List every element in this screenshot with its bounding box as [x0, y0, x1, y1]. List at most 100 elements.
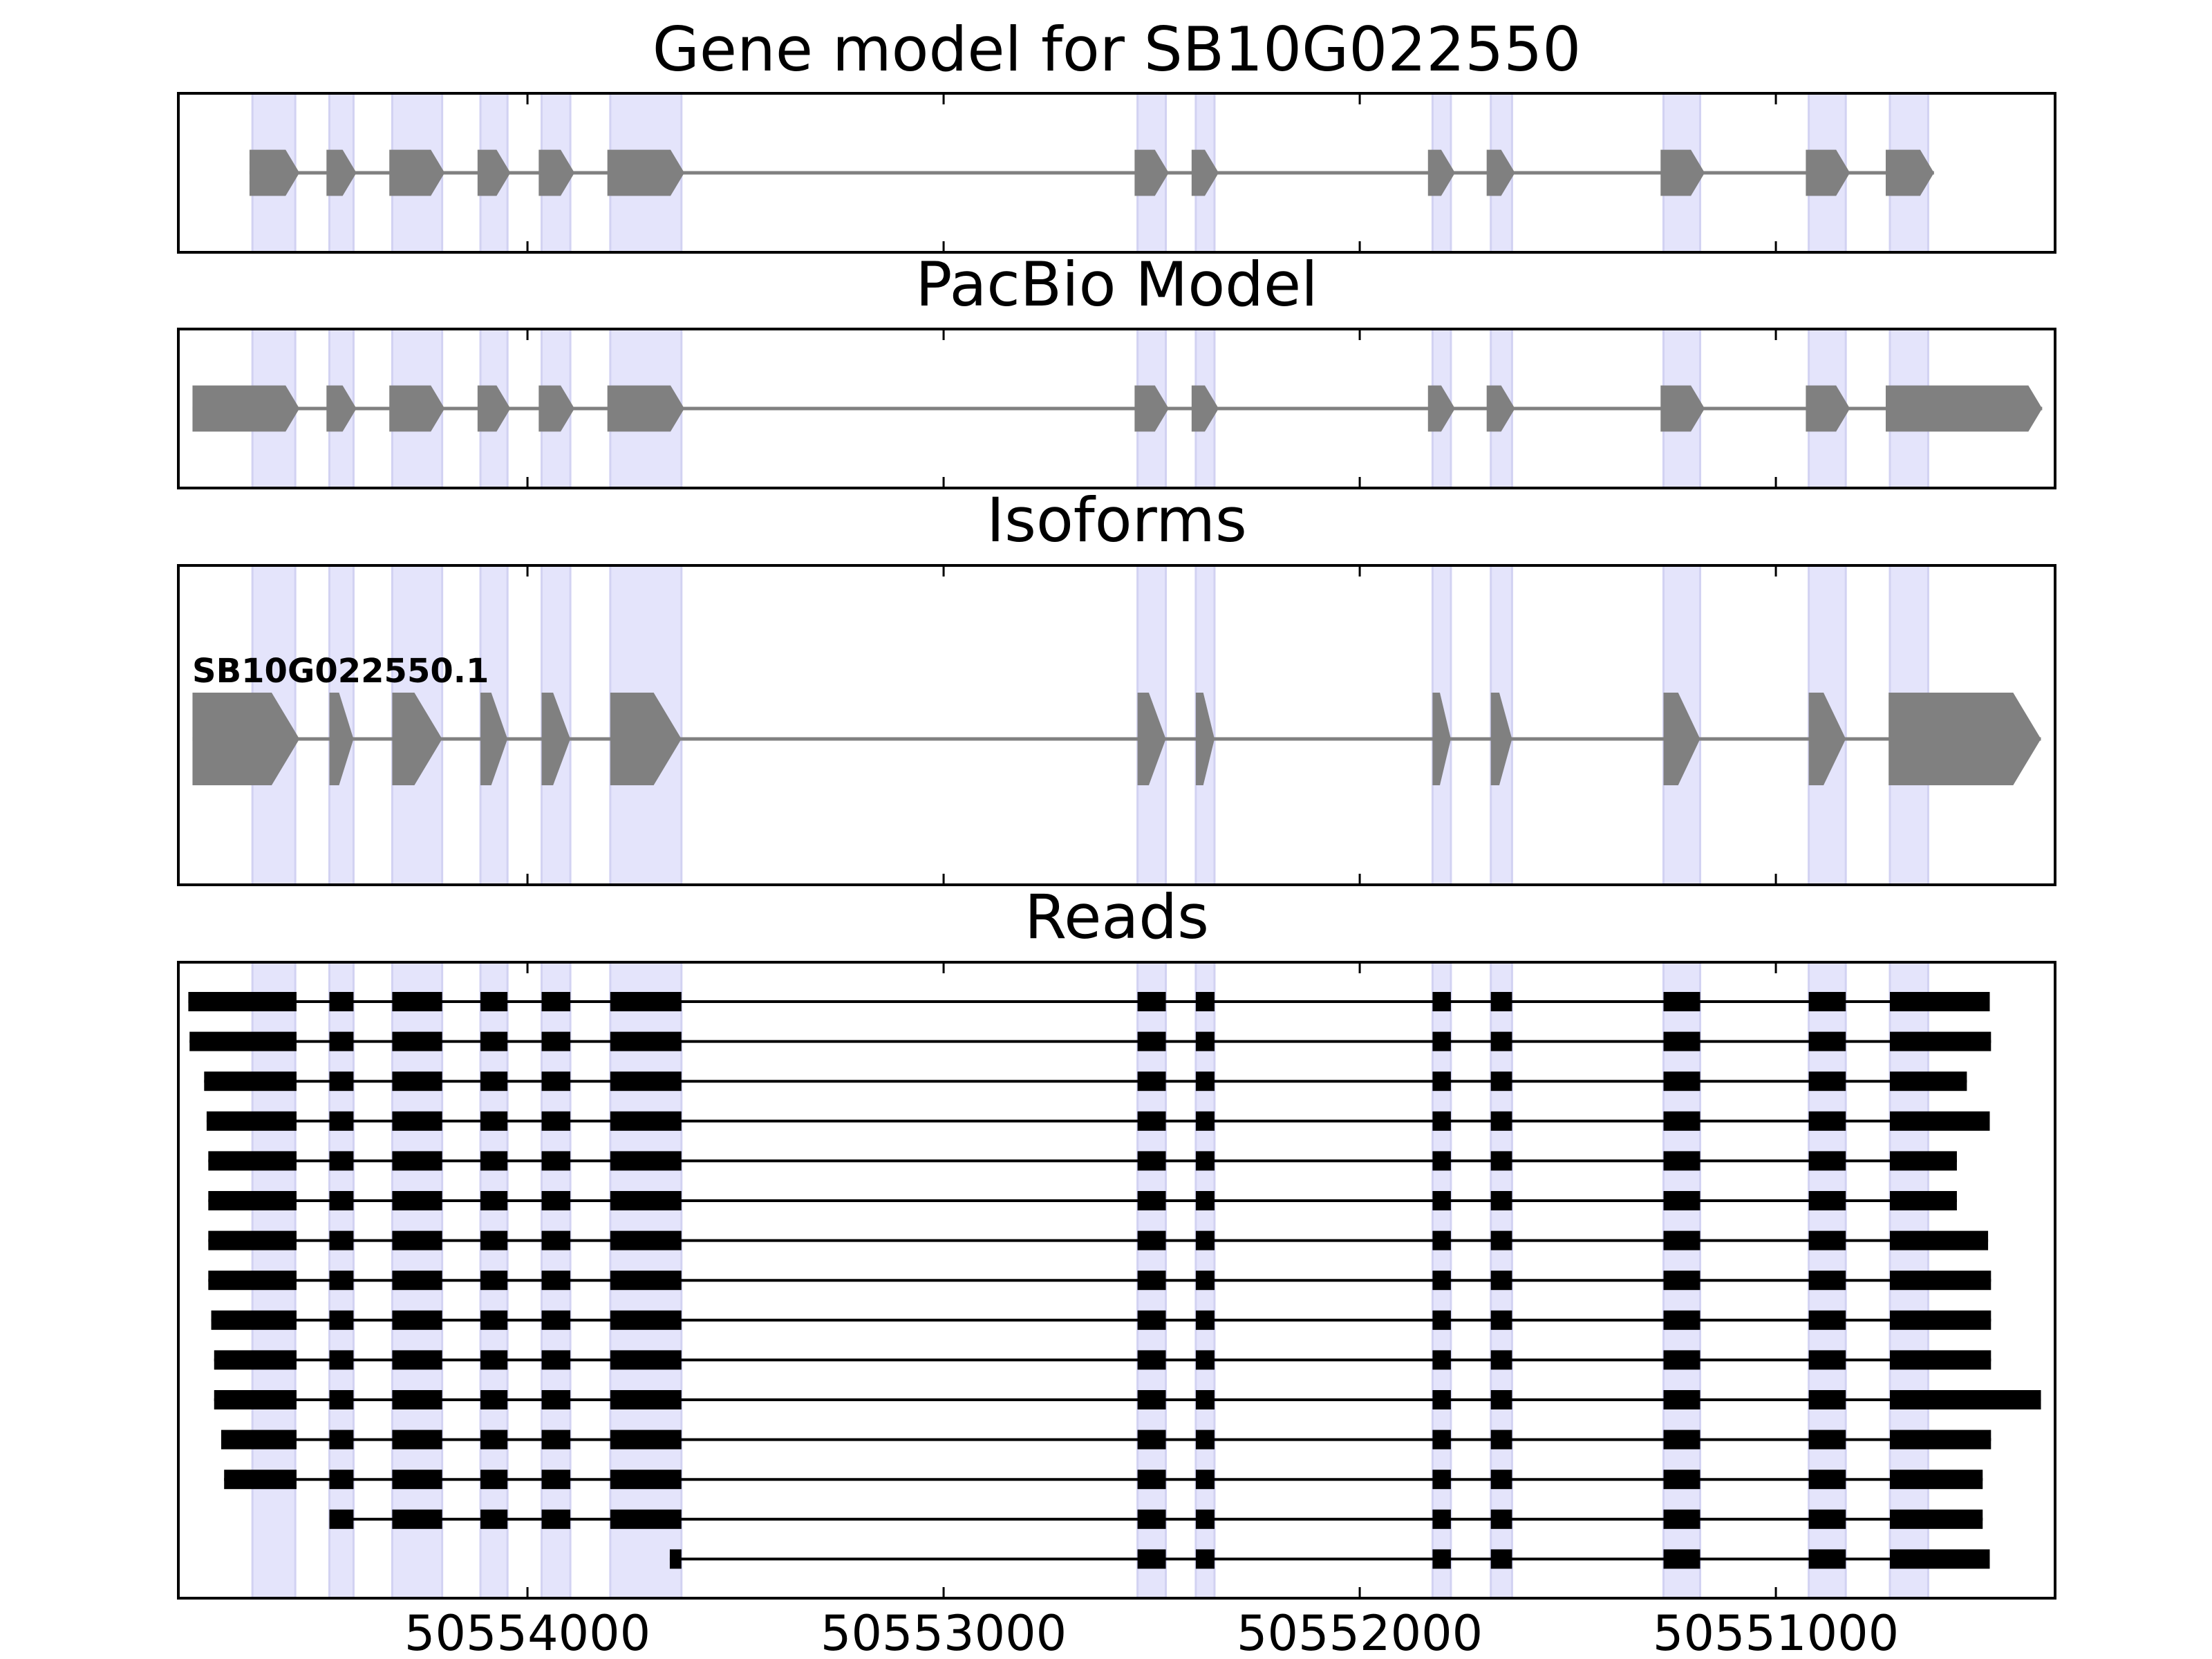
read-block — [480, 1071, 508, 1091]
read-block — [1195, 1549, 1215, 1569]
read-block — [1808, 1230, 1846, 1250]
read-block — [1195, 1470, 1215, 1490]
exon — [192, 385, 300, 432]
exon — [1195, 693, 1215, 785]
read-block — [329, 1031, 354, 1051]
panel-frame — [177, 328, 2056, 489]
read-block — [189, 1031, 297, 1051]
read-block — [669, 1549, 682, 1569]
exon — [541, 693, 571, 785]
read-block — [1195, 1191, 1215, 1210]
read-block — [1808, 992, 1846, 1011]
read-block — [329, 1191, 354, 1210]
read-block — [1137, 1031, 1166, 1051]
exon — [326, 149, 357, 196]
read-block — [1432, 1111, 1451, 1131]
panel: PacBio Model — [177, 249, 2056, 489]
read-block — [1490, 1071, 1512, 1091]
read-block — [392, 1031, 442, 1051]
panel-frame — [177, 961, 2056, 1600]
read-block — [224, 1470, 297, 1490]
read-block — [1195, 1390, 1215, 1409]
read-block — [1195, 1509, 1215, 1529]
read-block — [208, 1271, 297, 1291]
read-block — [329, 1390, 354, 1409]
read-block — [1890, 1031, 1991, 1051]
panel-title: Reads — [1024, 881, 1209, 953]
read-block — [392, 1071, 442, 1091]
read-block — [214, 1390, 297, 1409]
read-block — [1490, 1430, 1512, 1450]
read-block — [392, 1509, 442, 1529]
exon — [249, 149, 300, 196]
read-block — [1432, 1509, 1451, 1529]
read-block — [610, 1151, 682, 1171]
exon — [1486, 149, 1515, 196]
read-block — [541, 1230, 571, 1250]
read-block — [1663, 1310, 1700, 1330]
read-block — [188, 992, 297, 1011]
read-block — [1663, 1191, 1700, 1210]
read-block — [392, 1470, 442, 1490]
read-block — [329, 1071, 354, 1091]
read-block — [1432, 1031, 1451, 1051]
read-block — [1808, 1509, 1846, 1529]
read-block — [480, 992, 508, 1011]
read-block — [1195, 1111, 1215, 1131]
read-block — [1432, 1310, 1451, 1330]
read-block — [211, 1310, 297, 1330]
read-block — [480, 1031, 508, 1051]
read-block — [1137, 1111, 1166, 1131]
read-block — [1808, 1151, 1846, 1171]
read-block — [204, 1071, 297, 1091]
exon — [610, 693, 682, 785]
read-block — [1890, 992, 1990, 1011]
read-block — [1490, 992, 1512, 1011]
exon — [1885, 149, 1934, 196]
read-block — [1432, 1071, 1451, 1091]
read-block — [392, 1350, 442, 1370]
read-block — [1663, 992, 1700, 1011]
read-block — [1490, 1310, 1512, 1330]
exon — [1432, 693, 1451, 785]
read-block — [1490, 1390, 1512, 1409]
x-tick-label: 50553000 — [821, 1605, 1067, 1659]
panel-frame — [177, 92, 2056, 254]
read-block — [1663, 1430, 1700, 1450]
read-block — [541, 1151, 571, 1171]
read-block — [1663, 1549, 1700, 1569]
read-block — [610, 1271, 682, 1291]
read-block — [1490, 1111, 1512, 1131]
read-block — [1432, 1430, 1451, 1450]
panel-title: Gene model for SB10G022550 — [653, 14, 1582, 85]
read-block — [1490, 1549, 1512, 1569]
read-block — [1890, 1111, 1990, 1131]
read-block — [1432, 1390, 1451, 1409]
read-block — [1890, 1151, 1957, 1171]
read-block — [1137, 1549, 1166, 1569]
read-block — [541, 1509, 571, 1529]
read-block — [1808, 1071, 1846, 1091]
read-block — [1137, 1430, 1166, 1450]
read-block — [1808, 1191, 1846, 1210]
read-block — [480, 1151, 508, 1171]
read-block — [480, 1470, 508, 1490]
read-block — [1432, 1271, 1451, 1291]
exon — [1191, 385, 1219, 432]
read-block — [329, 1350, 354, 1370]
read-block — [480, 1271, 508, 1291]
read-block — [480, 1230, 508, 1250]
read-block — [1663, 1151, 1700, 1171]
read-block — [1490, 1191, 1512, 1210]
exon — [389, 149, 445, 196]
read-block — [541, 1350, 571, 1370]
read-block — [392, 1390, 442, 1409]
read-block — [392, 1151, 442, 1171]
read-block — [329, 1470, 354, 1490]
exon — [1885, 385, 2043, 432]
read-block — [329, 1310, 354, 1330]
read-block — [1137, 1151, 1166, 1171]
read-block — [1663, 1350, 1700, 1370]
read-block — [1890, 1390, 2041, 1409]
read-block — [1137, 1310, 1166, 1330]
